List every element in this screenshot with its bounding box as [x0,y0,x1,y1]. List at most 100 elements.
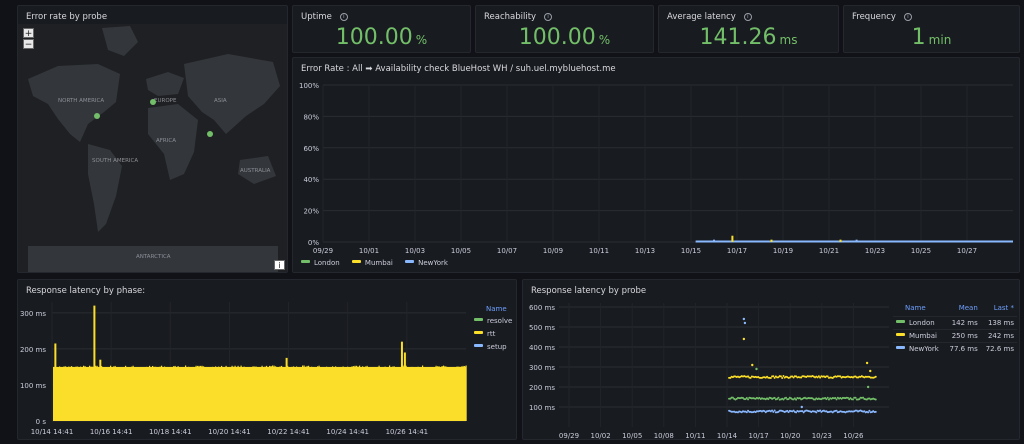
rtt-bar [96,365,98,421]
rtt-bar [440,367,442,421]
rtt-bar [386,368,388,421]
latency-probe-title: Response latency by probe [531,286,647,296]
info-icon[interactable]: i [544,13,553,21]
world-map[interactable]: NORTH AMERICA EUROPE ASIA AFRICA SOUTH A… [18,24,288,273]
rtt-spike [93,305,96,421]
legend-header-last[interactable]: Last * [993,304,1014,312]
x-tick-label: 10/22 14:41 [267,428,310,436]
rtt-bar [77,366,79,421]
rtt-bar [120,367,122,421]
latency-phase-chart[interactable]: 0 s 100 ms 200 ms 300 ms 10/14 14:41 10/16 14… [18,280,473,440]
rtt-bar [146,366,148,421]
london-point [742,397,745,400]
rtt-bar [266,365,268,421]
legend-swatch [351,260,361,263]
london-point [866,385,870,389]
rtt-bar [357,366,359,421]
info-icon[interactable]: i [339,13,348,21]
map-panel-title: Error rate by probe [26,12,108,22]
rtt-bar [219,368,221,421]
newyork-point [771,409,774,412]
rtt-bar [312,368,314,421]
rtt-bar [309,368,311,421]
legend-item-newyork[interactable]: NewYork [405,259,448,267]
y-tick-label: 100 ms [529,404,555,412]
probe-marker-london[interactable] [150,99,156,105]
x-tick-label: 10/16 14:41 [90,428,133,436]
mumbai-point [817,375,820,378]
rtt-bar [269,365,271,421]
legend-header-mean[interactable]: Mean [958,304,978,312]
probe-marker-newyork[interactable] [94,113,100,119]
legend-item-resolve[interactable]: resolve [474,317,512,325]
legend-swatch [896,346,905,349]
probe-marker-mumbai[interactable] [207,131,213,137]
rtt-bar [185,365,187,421]
info-icon[interactable]: i [903,13,912,21]
legend-row-newyork[interactable]: NewYork 77.6 ms 72.6 ms [893,342,1017,355]
rtt-bar [224,367,226,421]
rtt-bar [137,367,139,421]
newyork-error-bar [713,239,715,242]
rtt-bar [465,365,467,421]
stat-panel-reachability: Reachability i 100.00% [475,5,654,53]
rtt-bar [209,368,211,421]
rtt-bar [431,367,433,421]
legend-item-rtt[interactable]: rtt [474,330,495,338]
rtt-bar [278,368,280,421]
rtt-bar [60,367,62,421]
legend-item-setup[interactable]: setup [474,343,507,351]
stat-panel-average-latency: Average latency i 141.26 ms [658,5,839,53]
rtt-bar [59,366,61,421]
rtt-bar [323,367,325,421]
x-tick-label: 10/23 [865,247,885,255]
rtt-bar [147,368,149,421]
rtt-bar [302,365,304,421]
latency-probe-chart[interactable]: 100 ms 200 ms 300 ms 400 ms 500 ms 600 ms 09/2… [523,280,893,440]
rtt-bar [186,368,188,421]
rtt-bar [87,367,89,421]
rtt-bar [461,366,463,421]
rtt-bar [378,365,380,421]
rtt-bar [173,366,175,421]
rtt-bar [291,366,293,421]
rtt-bar [132,365,134,421]
legend-item-mumbai[interactable]: Mumbai [351,259,393,267]
continent-label: EUROPE [154,98,177,104]
rtt-bar [66,367,68,421]
rtt-bar [425,367,427,421]
y-tick-label: 0% [308,239,319,247]
legend-row-mumbai[interactable]: Mumbai 250 ms 242 ms [893,329,1017,343]
legend-swatch [896,333,905,336]
rtt-bar [237,365,239,421]
x-tick-label: 10/15 [681,247,701,255]
error-rate-title: Error Rate : All ➡ Availability check Bl… [301,64,616,74]
rtt-bar [144,367,146,421]
stat-value: 1 min [911,25,952,50]
legend-item-london[interactable]: London [301,259,340,267]
rtt-bar [164,366,166,421]
map-info-button[interactable]: i [274,260,285,270]
rtt-bar [443,365,445,421]
x-tick-label: 10/24 14:41 [326,428,369,436]
legend-row-london[interactable]: London 142 ms 138 ms [893,316,1017,330]
rtt-bar [212,366,214,421]
legend-header-name[interactable]: Name [905,304,926,312]
rtt-bar [335,366,337,421]
stat-title: Reachability [484,12,537,22]
rtt-bar [306,365,308,421]
rtt-bar [321,368,323,421]
rtt-bar [95,365,97,421]
rtt-bar [83,365,85,421]
zoom-out-button[interactable]: − [23,39,34,50]
latency-phase-panel: Response latency by phase: 0 s 100 ms 200 … [17,279,517,440]
y-tick-label: 400 ms [529,344,555,352]
rtt-bar [344,368,346,421]
rtt-bar [360,368,362,421]
error-rate-chart[interactable]: 0% 20% 40% 60% 80% 100% 09/29 10/01 10/03 10/05 10… [293,58,1020,258]
info-icon[interactable]: i [743,13,752,21]
rtt-bar [210,369,212,421]
zoom-in-button[interactable]: + [23,28,34,39]
rtt-bar [320,367,322,421]
rtt-bar [447,367,449,421]
